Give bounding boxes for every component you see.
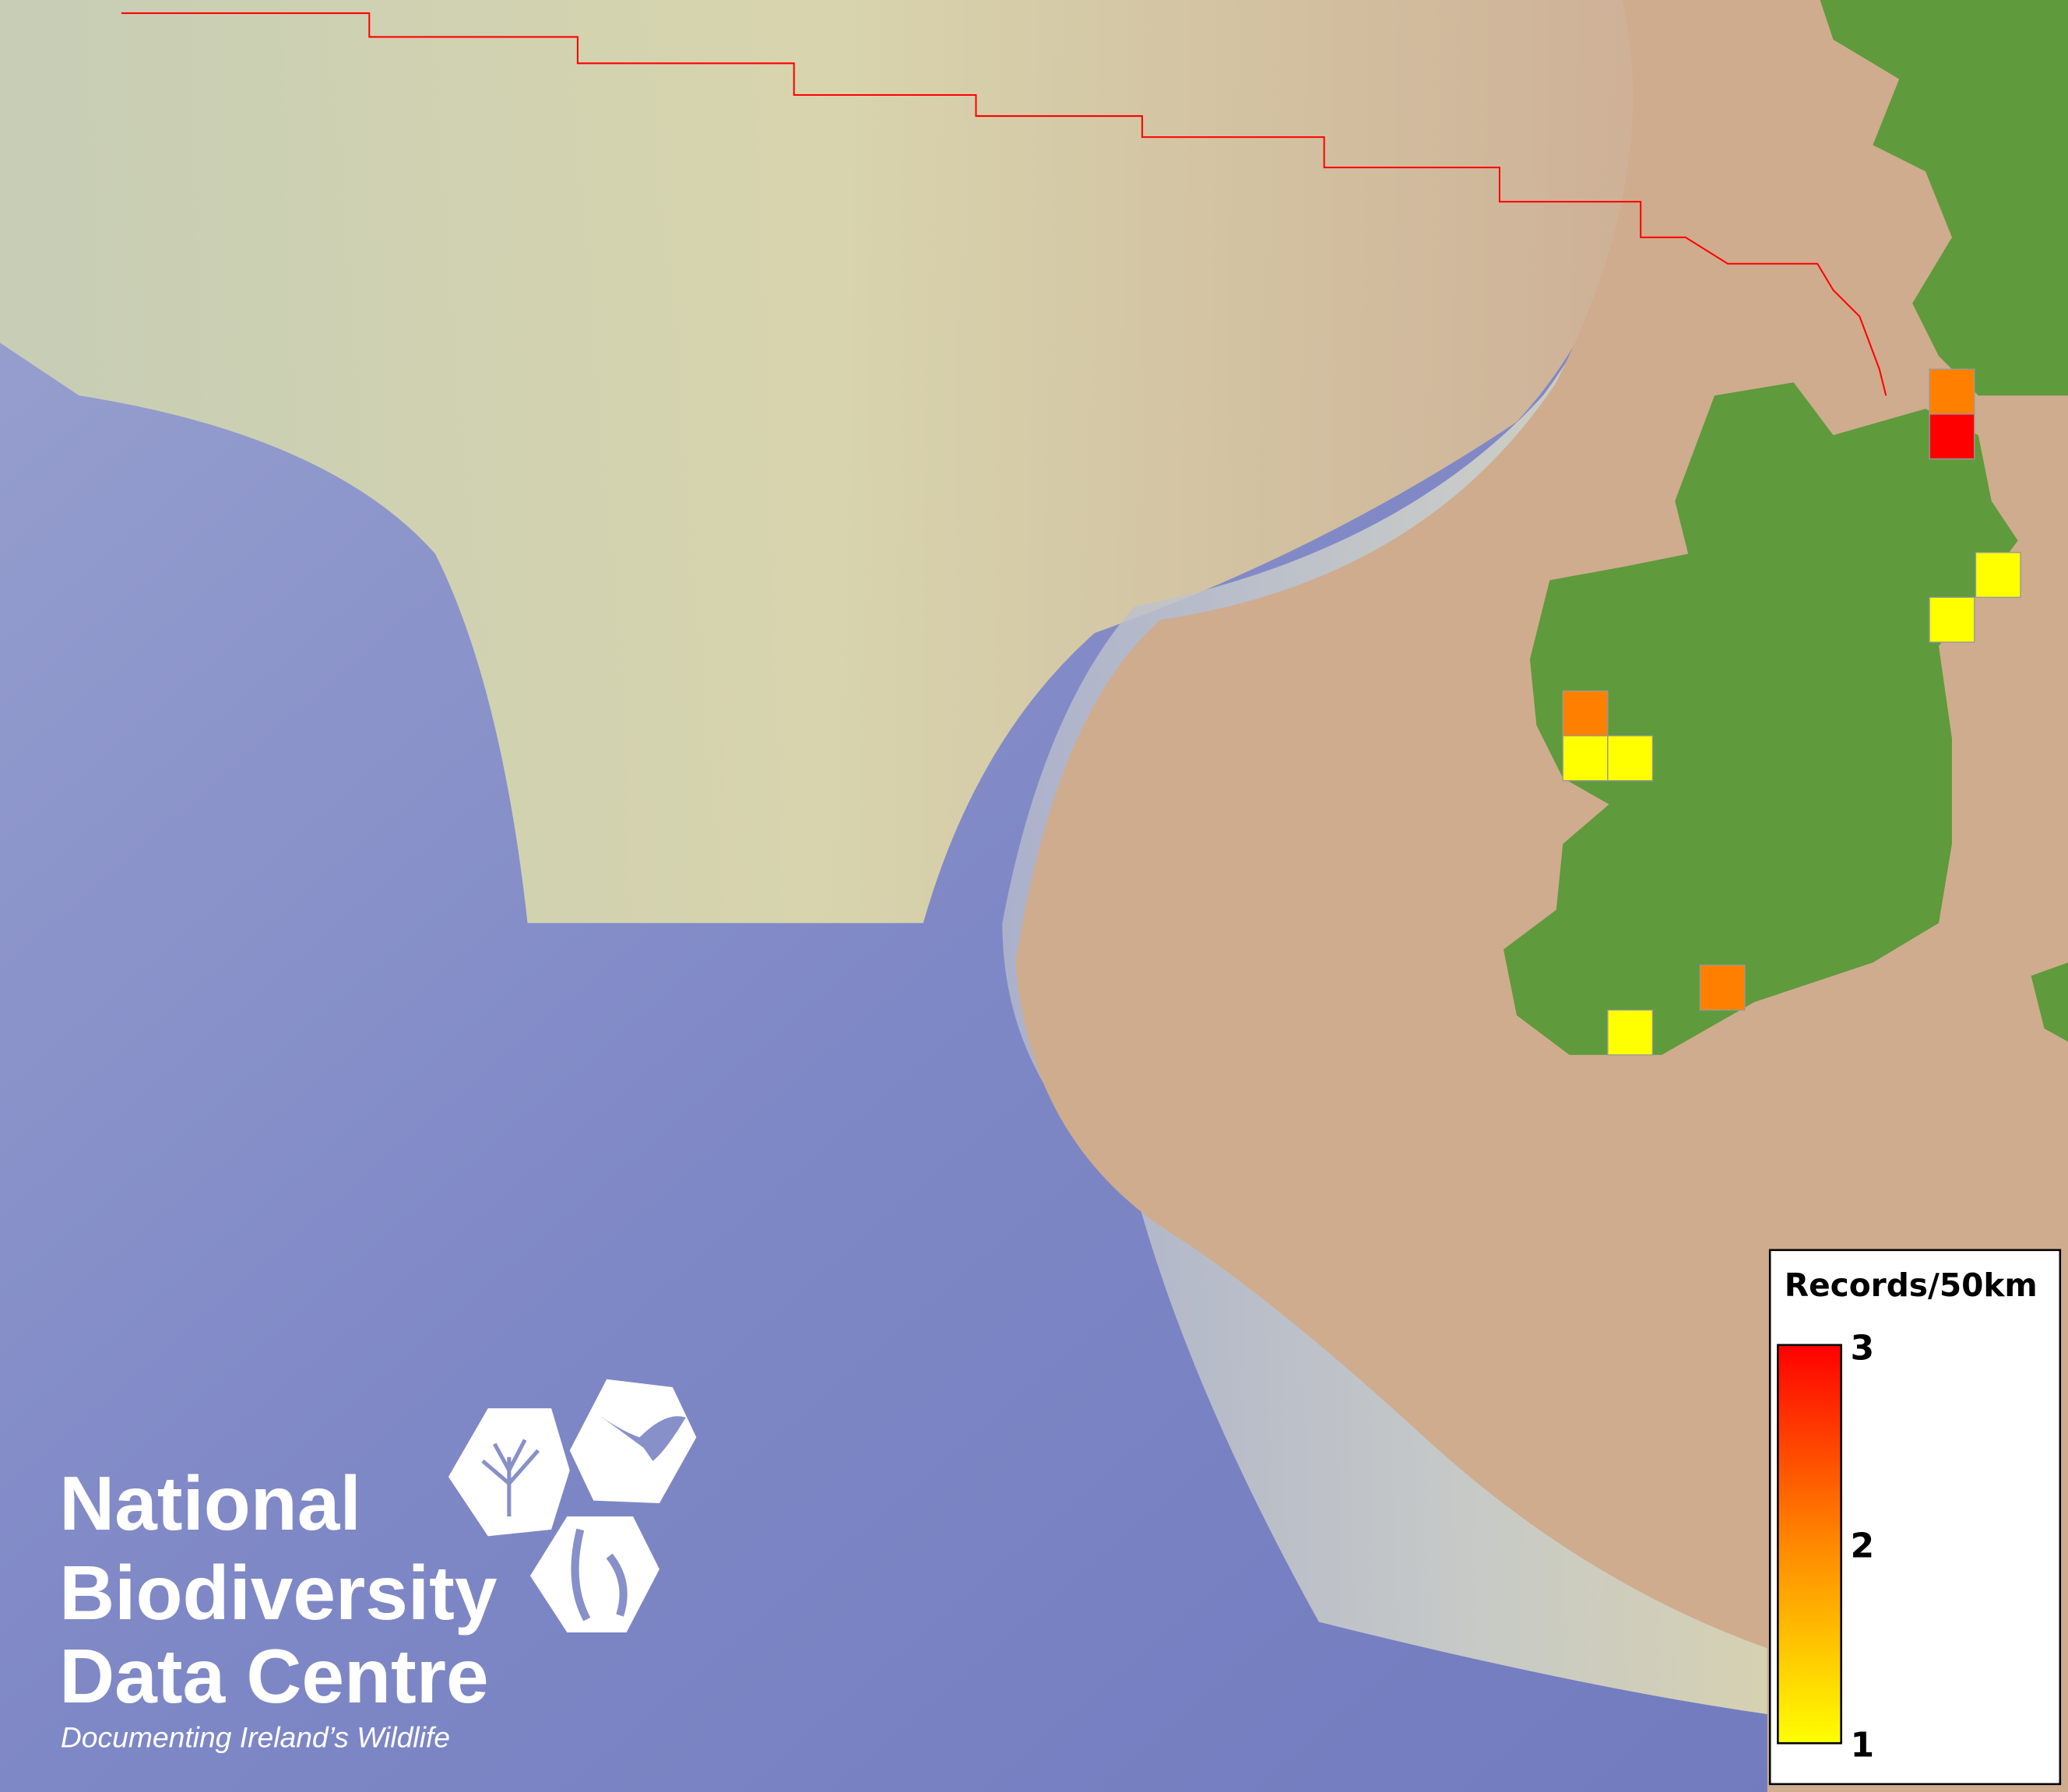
record-square[interactable] bbox=[1929, 413, 1975, 460]
logo-tagline: Documenting Ireland’s Wildlife bbox=[61, 1720, 450, 1753]
legend-title: Records/50km bbox=[1785, 1267, 2038, 1304]
legend-tick-2: 2 bbox=[1851, 1526, 1875, 1565]
record-square[interactable] bbox=[1929, 596, 1975, 643]
wales-landmass bbox=[2031, 962, 2068, 1042]
legend-color-ramp bbox=[1777, 1344, 1842, 1745]
logo-line-national: National bbox=[59, 1460, 361, 1546]
logo-line-data-centre: Data Centre bbox=[59, 1633, 488, 1719]
ndbc-logo: National Biodiversity Data Centre Docume… bbox=[59, 1379, 697, 1753]
record-square[interactable] bbox=[1929, 368, 1975, 415]
record-square[interactable] bbox=[1562, 735, 1609, 782]
legend: Records/50km 3 2 1 bbox=[1768, 1249, 2062, 1786]
hexagon-seahorse-icon bbox=[529, 1516, 659, 1633]
legend-tick-3: 3 bbox=[1851, 1328, 1875, 1368]
scotland-landmass bbox=[1820, 0, 2068, 396]
northern-plateau bbox=[0, 0, 1650, 923]
record-square[interactable] bbox=[1975, 552, 2021, 599]
boundary-line bbox=[121, 12, 1887, 396]
record-square[interactable] bbox=[1607, 1009, 1654, 1056]
record-square[interactable] bbox=[1699, 965, 1746, 1011]
ireland-landmass bbox=[1504, 382, 2018, 1056]
records-layer bbox=[1562, 368, 2021, 1056]
hexagon-butterfly-icon bbox=[569, 1379, 697, 1504]
record-square[interactable] bbox=[1562, 690, 1609, 736]
record-square[interactable] bbox=[1607, 735, 1654, 782]
logo-line-biodiversity: Biodiversity bbox=[59, 1550, 498, 1636]
legend-tick-1: 1 bbox=[1851, 1725, 1875, 1765]
hexagon-tree-icon bbox=[448, 1408, 570, 1537]
